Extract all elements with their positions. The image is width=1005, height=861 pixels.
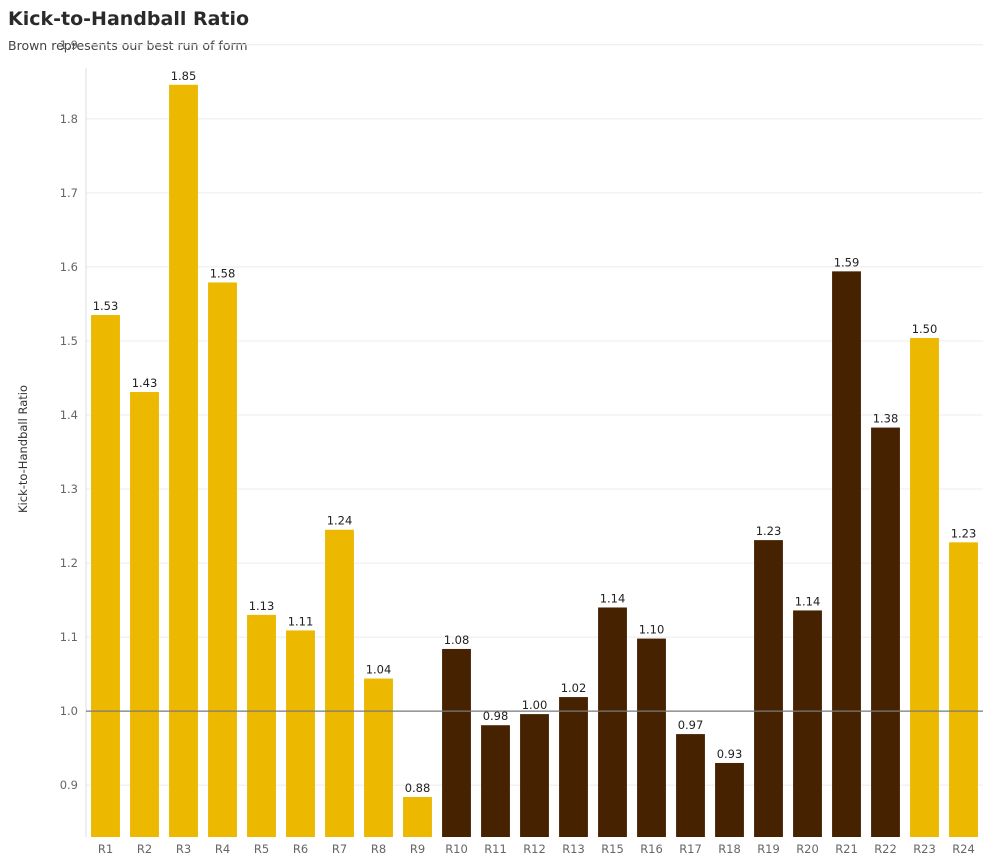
x-tick-label: R6 xyxy=(293,842,308,856)
bar xyxy=(559,697,588,837)
bar xyxy=(715,762,744,837)
bar xyxy=(364,678,393,837)
y-tick-label: 1.4 xyxy=(60,408,78,422)
x-tick-label: R16 xyxy=(640,842,663,856)
y-tick-label: 1.1 xyxy=(60,630,78,644)
x-tick-label: R15 xyxy=(601,842,624,856)
value-label: 0.97 xyxy=(678,718,704,732)
value-labels: 1.53 1.43 1.85 1.58 1.13 1.11 1.24 1.04 0.88 1.08… xyxy=(93,69,977,795)
bar xyxy=(403,797,432,837)
y-tick-label: 1.3 xyxy=(60,482,78,496)
x-tick-label: R22 xyxy=(874,842,897,856)
value-label: 1.85 xyxy=(171,69,197,83)
value-label: 1.59 xyxy=(834,255,860,269)
bar xyxy=(481,725,510,837)
value-label: 1.38 xyxy=(873,412,899,426)
x-tick-label: R7 xyxy=(332,842,347,856)
value-label: 1.00 xyxy=(522,698,548,712)
bar xyxy=(169,84,198,837)
bar xyxy=(676,734,705,837)
bar xyxy=(754,540,783,837)
bar xyxy=(910,337,939,837)
y-axis-title: Kick-to-Handball Ratio xyxy=(16,385,30,513)
value-label: 1.02 xyxy=(561,681,587,695)
x-tick-label: R20 xyxy=(796,842,819,856)
x-tick-label: R23 xyxy=(913,842,936,856)
x-tick-label: R11 xyxy=(484,842,507,856)
value-label: 1.24 xyxy=(327,514,353,528)
x-axis-ticks: R1 R2 R3 R4 R5 R6 R7 R8 R9 R10 R11 R12 R13 R15 R16 R17 R… xyxy=(98,842,975,856)
x-tick-label: R17 xyxy=(679,842,702,856)
x-tick-label: R13 xyxy=(562,842,585,856)
y-tick-label: 0.9 xyxy=(60,778,78,792)
value-label: 1.14 xyxy=(600,591,626,605)
value-label: 1.11 xyxy=(288,614,314,628)
bar xyxy=(325,529,354,837)
chart-subtitle: Brown represents our best run of form xyxy=(8,38,248,53)
x-tick-label: R18 xyxy=(718,842,741,856)
x-tick-label: R10 xyxy=(445,842,468,856)
x-tick-label: R4 xyxy=(215,842,230,856)
value-label: 0.98 xyxy=(483,709,509,723)
x-tick-label: R1 xyxy=(98,842,113,856)
x-tick-label: R9 xyxy=(410,842,425,856)
value-label: 1.04 xyxy=(366,663,392,677)
bar xyxy=(520,714,549,837)
y-tick-label: 1.0 xyxy=(60,704,78,718)
value-label: 1.50 xyxy=(912,322,938,336)
y-axis-ticks: 0.9 1.0 1.1 1.2 1.3 1.4 1.5 1.6 1.7 1.8 1.9 xyxy=(60,38,78,792)
chart-title: Kick-to-Handball Ratio xyxy=(8,8,250,30)
value-label: 1.14 xyxy=(795,594,821,608)
bars xyxy=(91,84,978,838)
value-label: 1.43 xyxy=(132,376,158,390)
bar xyxy=(247,614,276,837)
value-label: 1.08 xyxy=(444,633,470,647)
bar xyxy=(832,271,861,837)
value-label: 1.53 xyxy=(93,299,119,313)
y-tick-label: 1.9 xyxy=(60,38,78,52)
bar xyxy=(637,638,666,837)
bar xyxy=(871,427,900,837)
value-label: 1.23 xyxy=(951,526,977,540)
bar xyxy=(442,648,471,837)
value-label: 0.93 xyxy=(717,747,743,761)
y-tick-label: 1.8 xyxy=(60,112,78,126)
bar xyxy=(130,392,159,837)
x-tick-label: R24 xyxy=(952,842,975,856)
bar xyxy=(91,315,120,838)
value-label: 1.23 xyxy=(756,524,782,538)
bar xyxy=(286,630,315,837)
x-tick-label: R21 xyxy=(835,842,858,856)
value-label: 1.13 xyxy=(249,599,275,613)
y-tick-label: 1.6 xyxy=(60,260,78,274)
value-label: 0.88 xyxy=(405,781,431,795)
bar xyxy=(208,282,237,837)
bar xyxy=(949,542,978,837)
bar xyxy=(598,607,627,837)
x-tick-label: R19 xyxy=(757,842,780,856)
bar xyxy=(793,610,822,837)
x-tick-label: R8 xyxy=(371,842,386,856)
value-label: 1.58 xyxy=(210,266,236,280)
x-tick-label: R2 xyxy=(137,842,152,856)
x-tick-label: R3 xyxy=(176,842,191,856)
x-tick-label: R12 xyxy=(523,842,546,856)
value-label: 1.10 xyxy=(639,623,665,637)
y-tick-label: 1.5 xyxy=(60,334,78,348)
y-tick-label: 1.2 xyxy=(60,556,78,570)
y-tick-label: 1.7 xyxy=(60,186,78,200)
x-tick-label: R5 xyxy=(254,842,269,856)
